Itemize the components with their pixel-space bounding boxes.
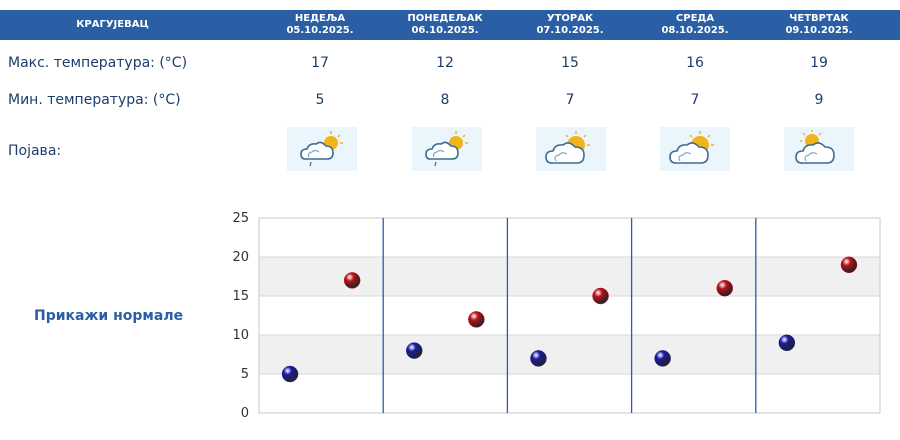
max-temp-value: 17 <box>311 55 329 71</box>
cloud-sun-icon <box>660 127 730 171</box>
max-temp-point <box>592 287 609 305</box>
day-name: УТОРАК <box>546 13 594 24</box>
min-temp-point <box>530 350 547 367</box>
chart-band <box>259 335 880 374</box>
min-temp-value: 7 <box>565 92 575 108</box>
max-temp-value: 16 <box>686 55 704 71</box>
day-date: 05.10.2025. <box>286 25 354 36</box>
min-temp-point <box>406 342 423 359</box>
day-date: 06.10.2025. <box>411 25 479 36</box>
min-temp-value: 9 <box>814 92 824 108</box>
y-tick-label: 15 <box>232 289 249 304</box>
day-name: ПОНЕДЕЉАК <box>407 13 483 24</box>
y-tick-label: 0 <box>241 406 249 421</box>
day-date: 08.10.2025. <box>661 25 729 36</box>
min-temp-value: 5 <box>315 92 325 108</box>
day-date: 09.10.2025. <box>785 25 853 36</box>
y-tick-label: 25 <box>232 211 249 226</box>
max-temp-value: 12 <box>436 55 454 71</box>
cloud-sun-drizzle-icon <box>287 127 357 171</box>
max-temp-point <box>716 279 733 297</box>
cloud-sun-drizzle-icon <box>412 127 482 171</box>
day-header: УТОРАК 07.10.2025. <box>515 10 625 40</box>
chart-band <box>259 257 880 296</box>
day-date: 07.10.2025. <box>536 25 604 36</box>
max-temp-value: 19 <box>810 55 828 71</box>
min-temp-point <box>654 350 671 367</box>
show-normals-link[interactable]: Прикажи нормале <box>34 308 184 324</box>
min-temp-point <box>281 365 299 383</box>
min-temp-value: 7 <box>690 92 700 108</box>
max-temp-value: 15 <box>561 55 579 71</box>
phenomenon-label: Појава: <box>8 143 62 159</box>
day-header: СРЕДА 08.10.2025. <box>640 10 750 40</box>
day-name: НЕДЕЉА <box>294 13 346 24</box>
y-tick-label: 20 <box>232 250 249 265</box>
max-temp-point <box>840 256 858 274</box>
y-tick-label: 5 <box>241 367 249 382</box>
max-temp-label: Макс. температура: (°C) <box>8 55 188 71</box>
day-name: ЧЕТВРТАК <box>789 13 849 24</box>
min-temp-point <box>778 334 796 352</box>
y-tick-label: 10 <box>232 328 249 343</box>
day-name: СРЕДА <box>675 13 715 24</box>
cloud-sun-icon <box>536 127 606 171</box>
city-name: КРАГУЈЕВАЦ <box>76 19 149 30</box>
sun-behind-cloud-icon <box>784 127 854 171</box>
max-temp-point <box>343 272 361 289</box>
day-header: ПОНЕДЕЉАК 06.10.2025. <box>390 10 500 40</box>
forecast-header: КРАГУЈЕВАЦ НЕДЕЉА 05.10.2025. ПОНЕДЕЉАК … <box>0 10 900 40</box>
max-temp-point <box>468 311 485 328</box>
day-header: ЧЕТВРТАК 09.10.2025. <box>764 10 874 40</box>
day-header: НЕДЕЉА 05.10.2025. <box>265 10 375 40</box>
plot-frame <box>258 217 881 414</box>
min-temp-label: Мин. температура: (°C) <box>8 92 181 108</box>
min-temp-value: 8 <box>440 92 450 108</box>
